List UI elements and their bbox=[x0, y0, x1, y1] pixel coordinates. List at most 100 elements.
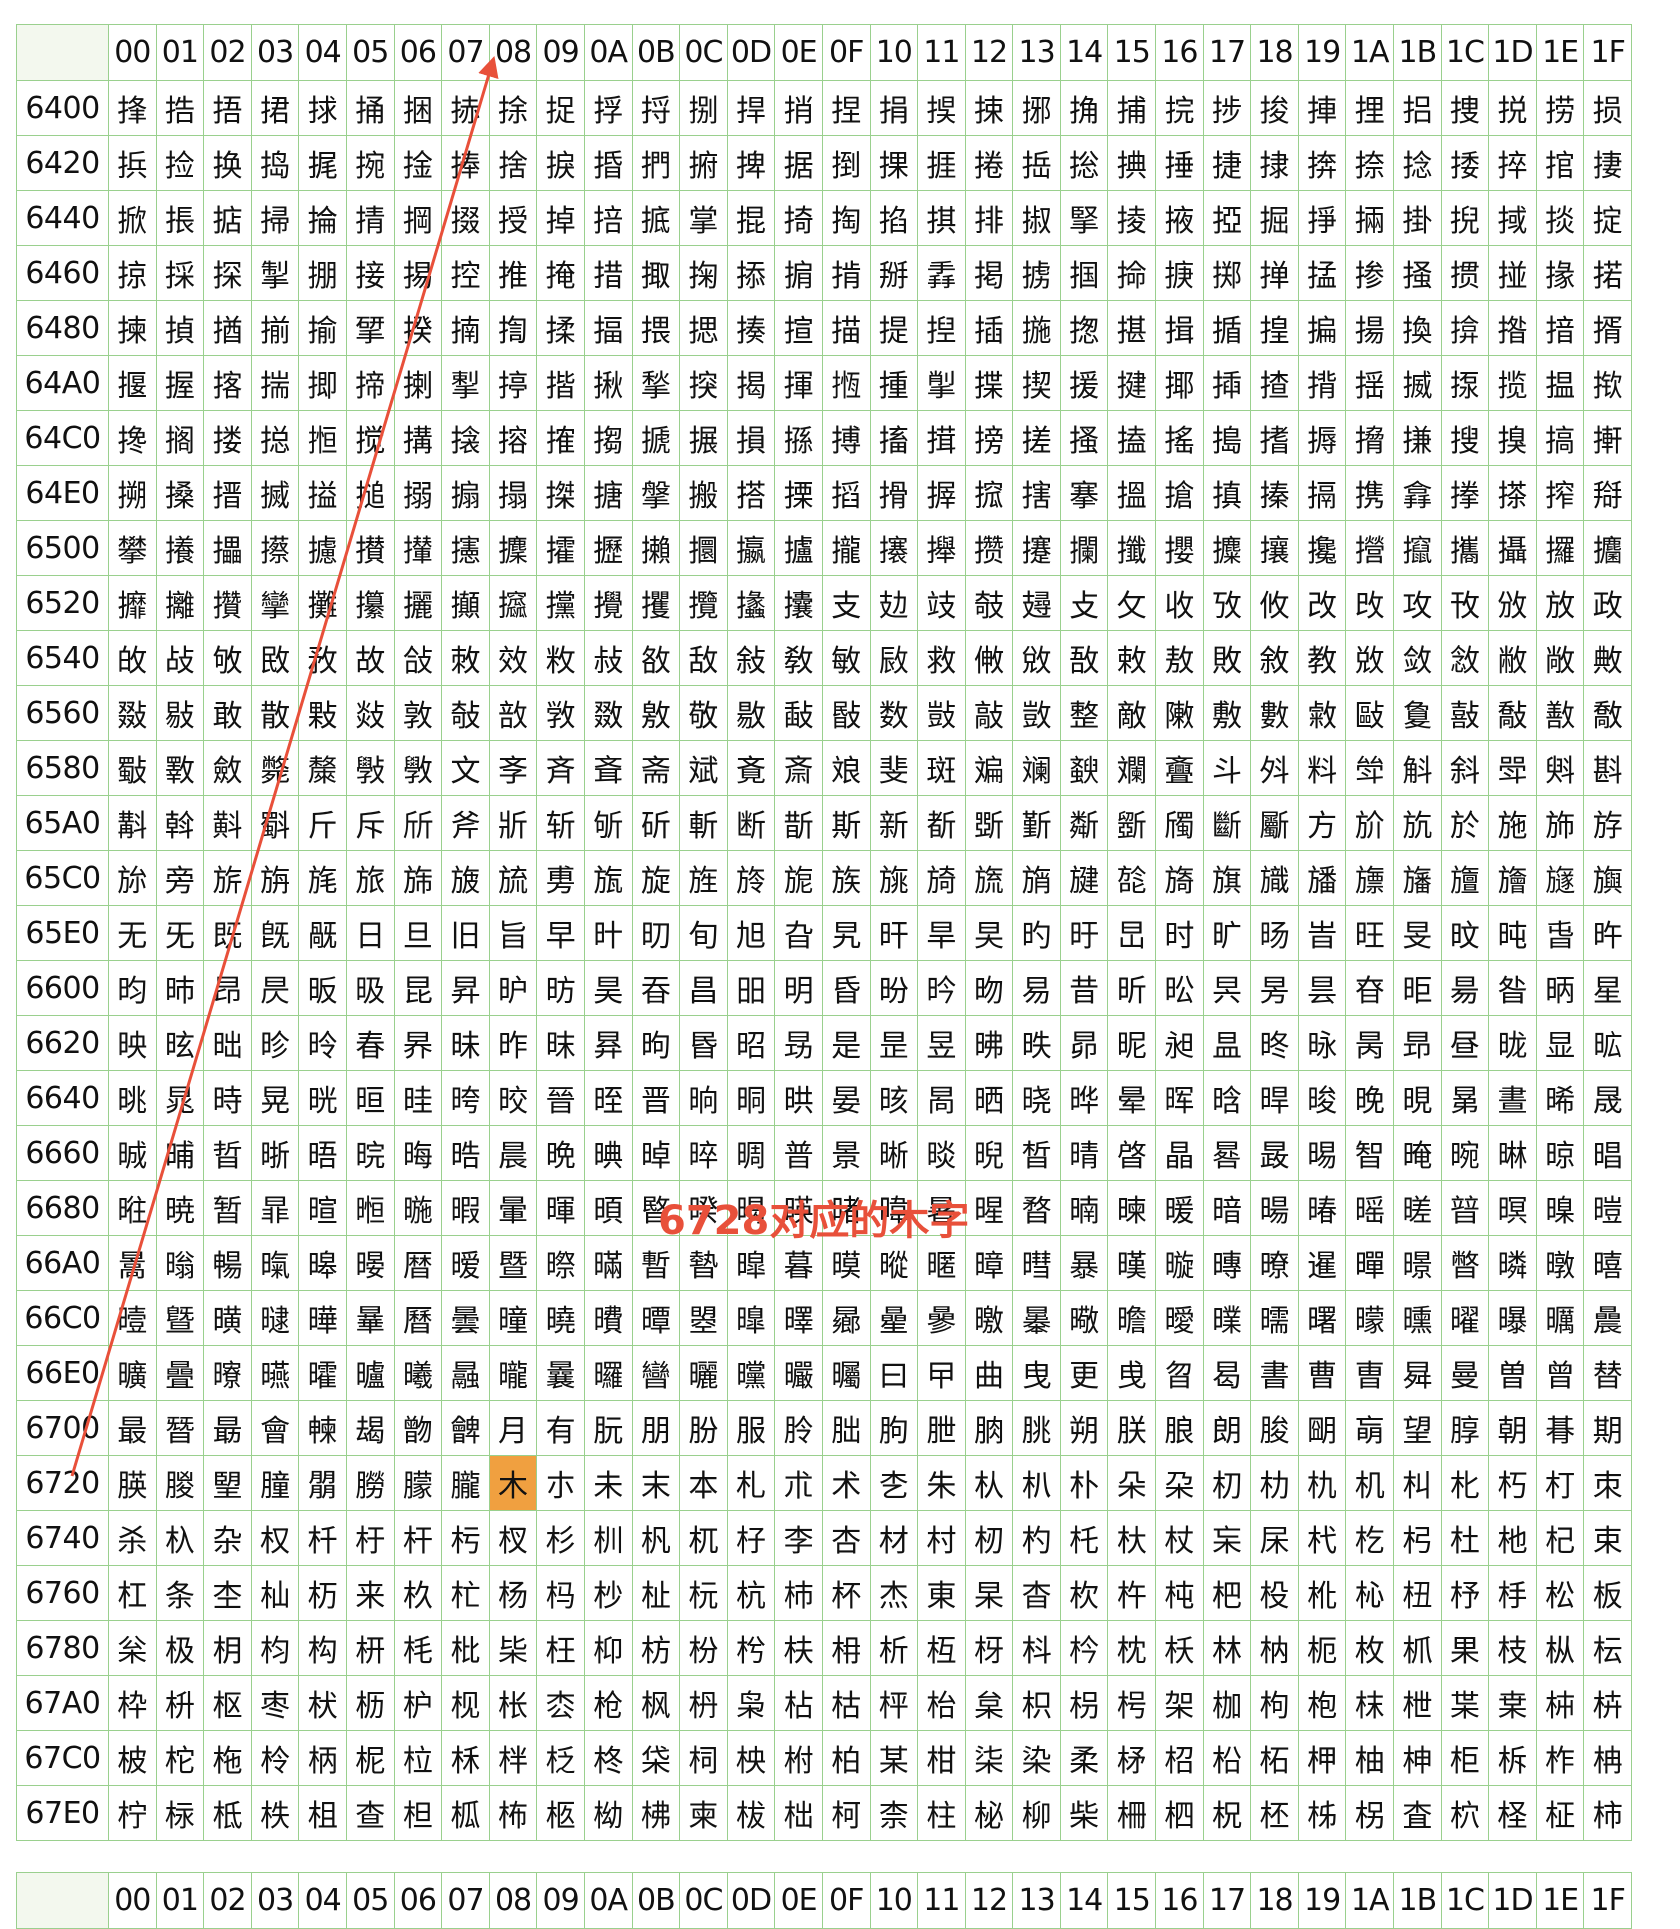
character-cell: 排 bbox=[964, 190, 1014, 246]
character-cell: 曀 bbox=[108, 1290, 157, 1346]
character-cell: 掤 bbox=[298, 245, 347, 301]
character-cell: 杏 bbox=[821, 1510, 871, 1566]
character-cell: 旧 bbox=[441, 905, 490, 961]
character-cell: 昁 bbox=[155, 960, 205, 1016]
character-cell: 柟 bbox=[1583, 1730, 1632, 1786]
table-row: 65A0 斠斡斢斣斤斥斦斧斨斩斪斫斬断斮斯新斱斲斳斴斵斶斷斸方斺斻於施斾斿 bbox=[16, 795, 1632, 851]
row-code-label: 6520 bbox=[16, 575, 109, 631]
character-cell: 掇 bbox=[441, 190, 490, 246]
character-cell: 捌 bbox=[679, 80, 728, 136]
table-row: 65C0 旀旁旂旃旄旅旆旇旈旉旊旋旌旍旎族旐旑旒旓旔旕旖旗旘旙旚旛旜旝旞旟 bbox=[16, 850, 1632, 906]
character-cell: 敷 bbox=[1202, 685, 1252, 741]
character-cell: 敋 bbox=[631, 630, 681, 686]
character-cell: 捎 bbox=[774, 80, 823, 136]
character-cell: 攆 bbox=[393, 520, 443, 576]
character-cell: 掽 bbox=[1488, 245, 1537, 301]
character-cell: 掃 bbox=[250, 190, 300, 246]
character-cell: 採 bbox=[155, 245, 205, 301]
character-cell: 攍 bbox=[726, 520, 776, 576]
character-cell: 晅 bbox=[345, 1070, 395, 1126]
character-cell: 敘 bbox=[1250, 630, 1299, 686]
character-cell: 揄 bbox=[298, 300, 347, 356]
next-column-header: 19 bbox=[1297, 1872, 1347, 1929]
character-cell: 旓 bbox=[1012, 850, 1061, 906]
row-code-label: 6680 bbox=[16, 1180, 109, 1236]
row-code-label: 67E0 bbox=[16, 1785, 109, 1841]
character-cell: 昅 bbox=[345, 960, 395, 1016]
character-cell: 斨 bbox=[488, 795, 538, 851]
character-cell: 攃 bbox=[250, 520, 300, 576]
character-cell: 捣 bbox=[250, 135, 300, 191]
character-cell: 来 bbox=[345, 1565, 395, 1621]
character-cell: 捓 bbox=[1012, 80, 1061, 136]
table-row: 6580 斀斁斂斃斄斅斆文斈斉斊斋斌斍斎斏斐斑斒斓斔斕斖斗斘料斚斛斜斝斞斟 bbox=[16, 740, 1632, 796]
character-cell: 敖 bbox=[1155, 630, 1204, 686]
character-cell: 捁 bbox=[155, 80, 205, 136]
character-cell: 晤 bbox=[298, 1125, 347, 1181]
character-cell: 掮 bbox=[774, 245, 823, 301]
character-cell: 林 bbox=[1202, 1620, 1252, 1676]
character-cell: 曗 bbox=[1202, 1290, 1252, 1346]
character-cell: 晆 bbox=[393, 1070, 443, 1126]
row-code-label: 6460 bbox=[16, 245, 109, 301]
character-cell: 捱 bbox=[917, 135, 966, 191]
character-cell: 杖 bbox=[1155, 1510, 1204, 1566]
character-cell: 杢 bbox=[203, 1565, 252, 1621]
character-cell: 暞 bbox=[1535, 1180, 1585, 1236]
character-cell: 揗 bbox=[1202, 300, 1252, 356]
character-cell: 捛 bbox=[1393, 80, 1442, 136]
character-cell: 朮 bbox=[774, 1455, 823, 1511]
character-cell: 斢 bbox=[203, 795, 252, 851]
character-cell: 晗 bbox=[1202, 1070, 1252, 1126]
character-cell: 斲 bbox=[964, 795, 1014, 851]
column-header: 14 bbox=[1059, 24, 1109, 81]
character-cell: 朧 bbox=[441, 1455, 490, 1511]
character-cell: 措 bbox=[583, 245, 633, 301]
character-cell: 敌 bbox=[679, 630, 728, 686]
next-column-header: 12 bbox=[964, 1872, 1014, 1929]
character-cell: 枂 bbox=[203, 1620, 252, 1676]
character-cell: 晀 bbox=[108, 1070, 157, 1126]
character-cell: 朜 bbox=[1440, 1400, 1490, 1456]
character-cell: 杤 bbox=[298, 1565, 347, 1621]
character-cell: 柡 bbox=[155, 1785, 205, 1841]
character-cell: 斃 bbox=[250, 740, 300, 796]
character-cell: 权 bbox=[250, 1510, 300, 1566]
character-cell: 曐 bbox=[869, 1290, 919, 1346]
character-cell: 旍 bbox=[726, 850, 776, 906]
table-row: 6720 朠朡朢朣朤朥朦朧木朩未末本札朮术朰朱朲朳朴朵朶朷朸朹机朻朼朽朾朿 bbox=[16, 1455, 1632, 1511]
character-cell: 捈 bbox=[488, 80, 538, 136]
character-cell: 斻 bbox=[1393, 795, 1442, 851]
table-row: 6540 敀敁敂敃敄故敆敇效敉敊敋敌敍敎敏敐救敒敓敔敕敖敗敘教敚敛敜敝敞敟 bbox=[16, 630, 1632, 686]
next-column-header: 0E bbox=[774, 1872, 823, 1929]
character-cell: 曰 bbox=[869, 1345, 919, 1401]
character-cell: 攞 bbox=[1535, 520, 1585, 576]
character-cell: 斶 bbox=[1155, 795, 1204, 851]
character-cell: 枱 bbox=[917, 1675, 966, 1731]
character-cell: 掾 bbox=[1535, 245, 1585, 301]
character-cell: 捘 bbox=[1250, 80, 1299, 136]
character-cell: 暏 bbox=[821, 1180, 871, 1236]
character-cell: 柎 bbox=[774, 1730, 823, 1786]
character-cell: 柆 bbox=[393, 1730, 443, 1786]
character-cell: 晧 bbox=[441, 1125, 490, 1181]
unicode-chart-table: 00 01 02 03 04 05 06 07 08 09 0A 0B 0C 0D 0E 0F 10 11 12 13… bbox=[16, 24, 1632, 1841]
character-cell: 攻 bbox=[1393, 575, 1442, 631]
character-cell: 敎 bbox=[774, 630, 823, 686]
character-cell: 柅 bbox=[345, 1730, 395, 1786]
character-cell: 杯 bbox=[821, 1565, 871, 1621]
character-cell: 揳 bbox=[1012, 355, 1061, 411]
character-cell: 曫 bbox=[631, 1345, 681, 1401]
character-cell: 昘 bbox=[1250, 960, 1299, 1016]
character-cell: 旱 bbox=[917, 905, 966, 961]
character-cell: 枬 bbox=[679, 1675, 728, 1731]
table-row: 67A0 枠枡枢枣枤枥枦枧枨枩枪枫枬枭枮枯枰枱枲枳枴枵架枷枸枹枺枻枼枽枾枿 bbox=[16, 1675, 1632, 1731]
character-cell: 揫 bbox=[631, 355, 681, 411]
character-cell: 枢 bbox=[203, 1675, 252, 1731]
character-cell: 攬 bbox=[679, 575, 728, 631]
character-cell: 斈 bbox=[488, 740, 538, 796]
character-cell: 旀 bbox=[108, 850, 157, 906]
character-cell: 旦 bbox=[393, 905, 443, 961]
column-header: 01 bbox=[155, 24, 205, 81]
character-cell: 昩 bbox=[536, 1015, 585, 1071]
